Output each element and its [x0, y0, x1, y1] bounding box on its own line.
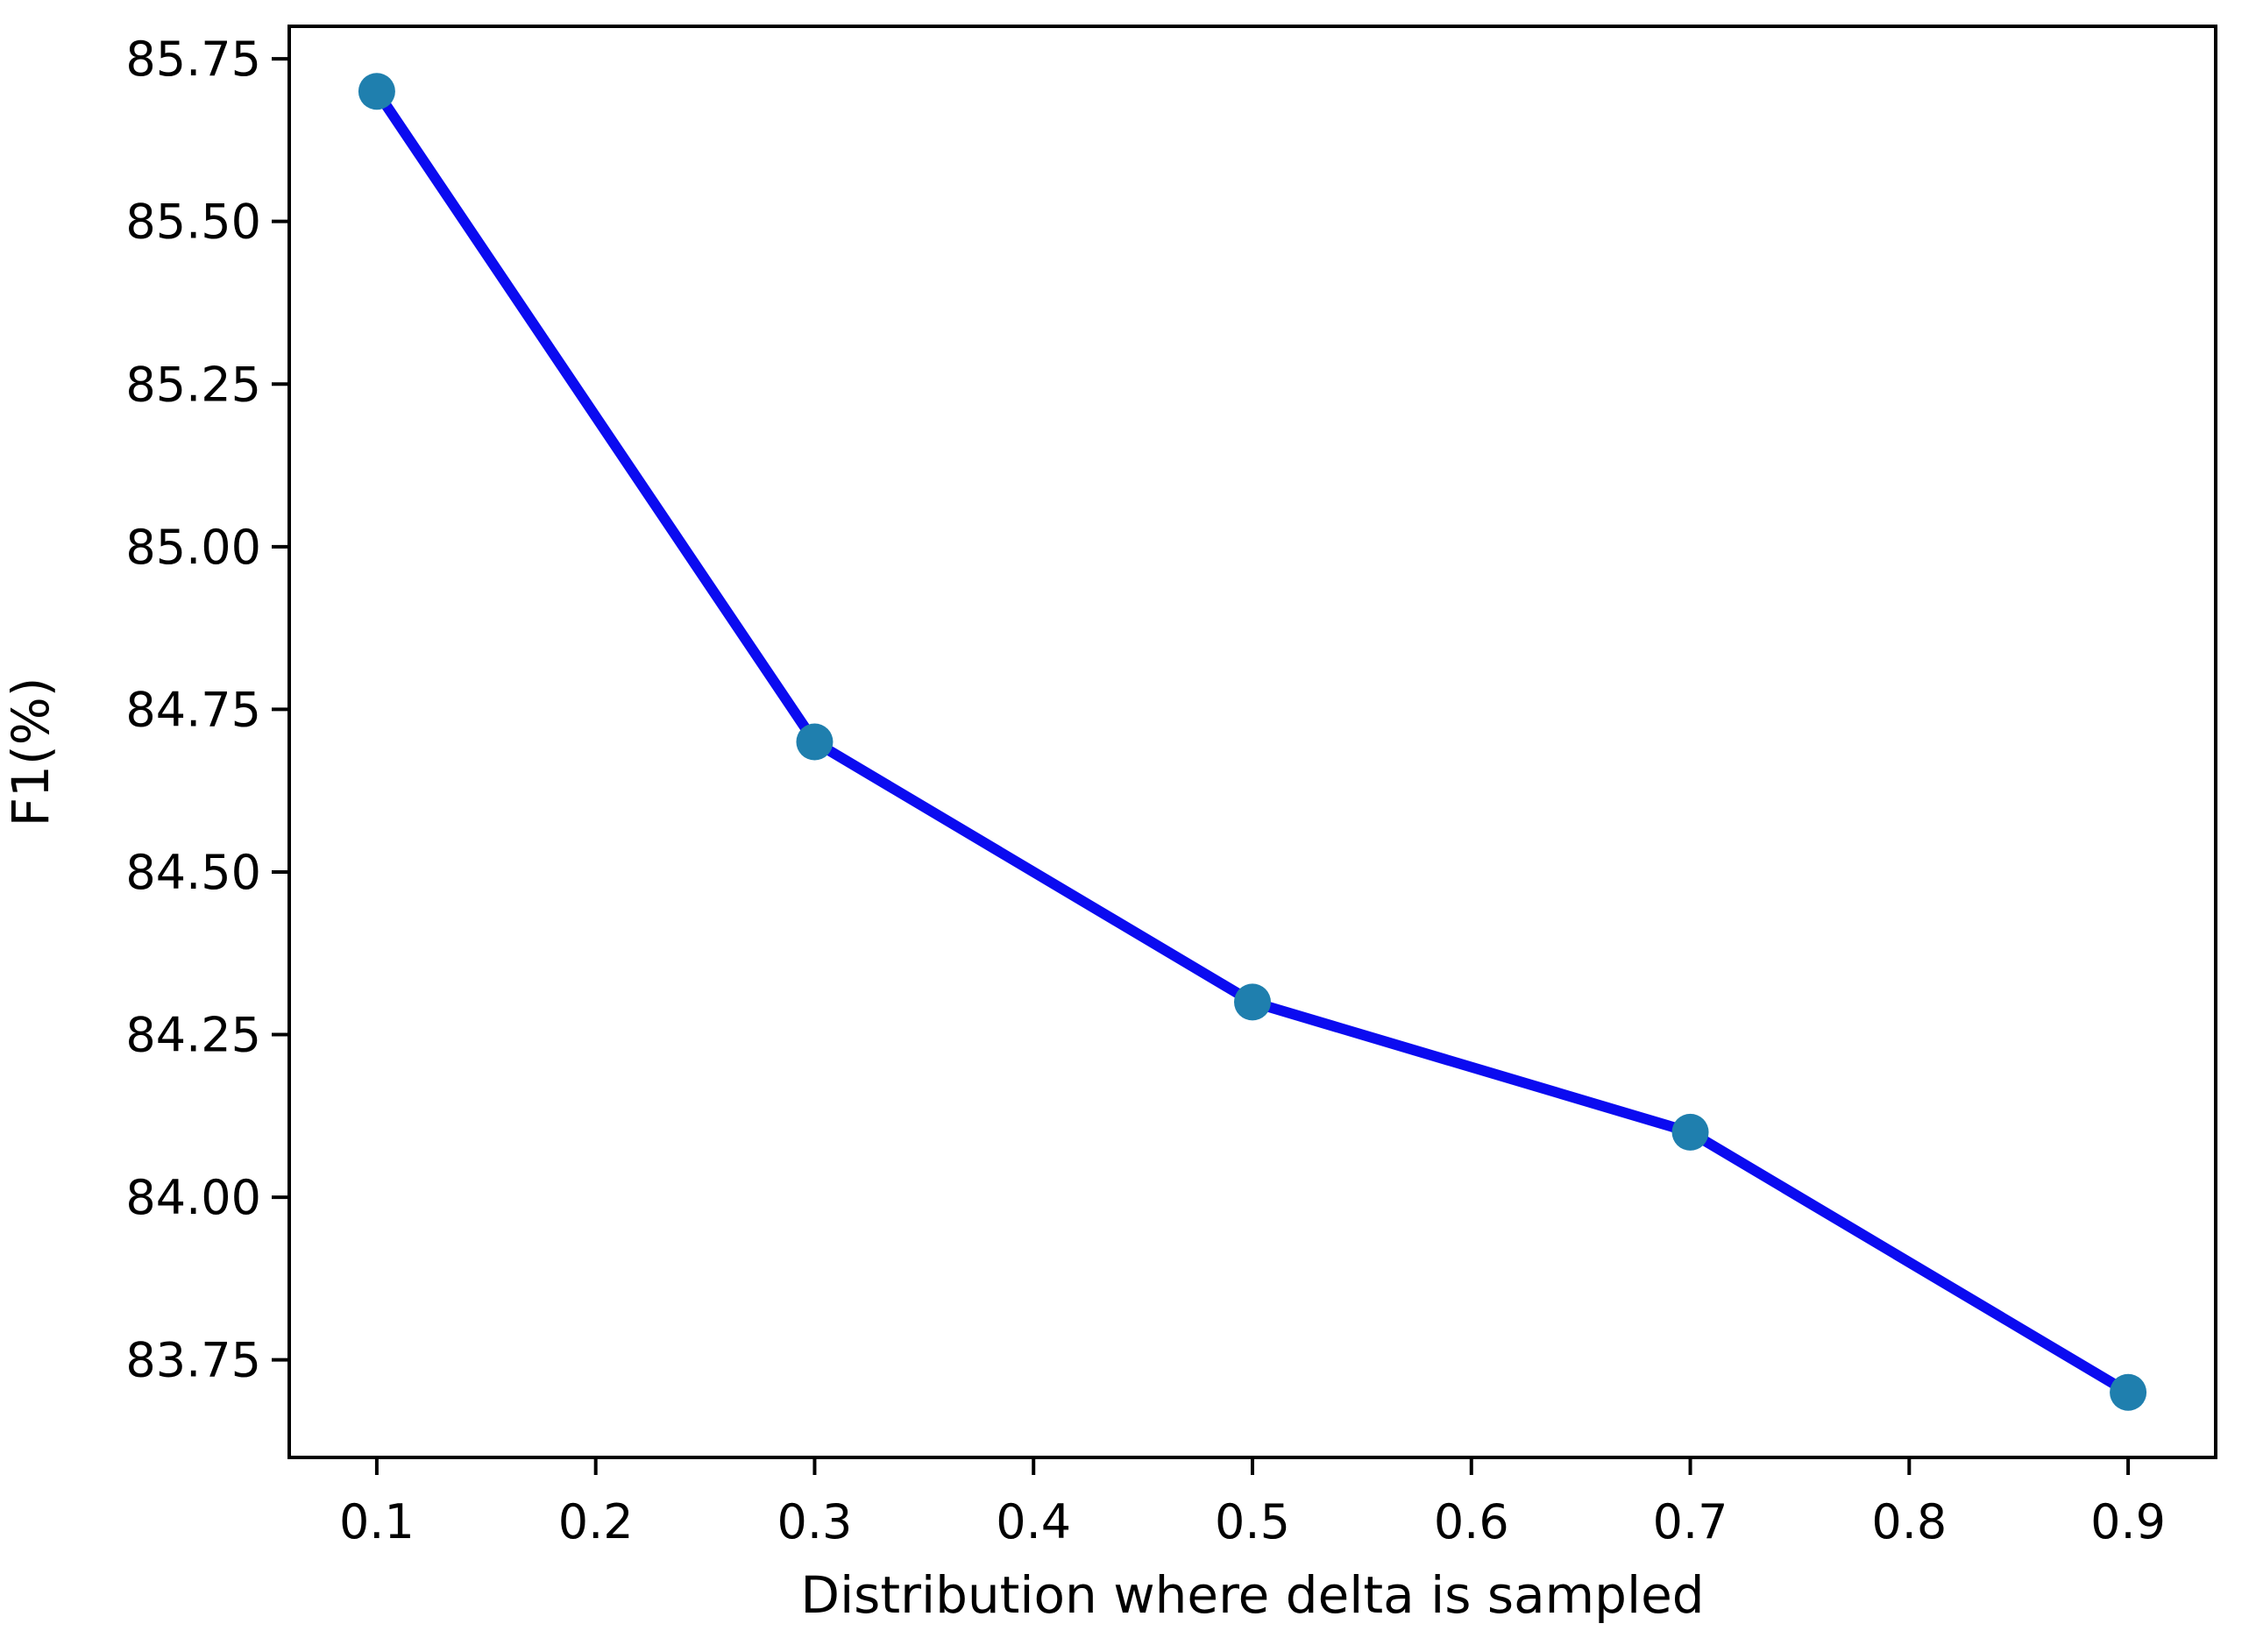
x-tick-label: 0.1 [339, 1494, 415, 1549]
data-point-marker [1234, 983, 1271, 1021]
y-axis-title: F1(%) [1, 677, 60, 827]
y-tick-label: 85.50 [125, 195, 261, 250]
x-tick-label: 0.7 [1653, 1494, 1728, 1549]
y-tick-label: 84.75 [125, 682, 261, 737]
x-tick-label: 0.9 [2090, 1494, 2166, 1549]
y-tick-label: 85.25 [125, 357, 261, 412]
x-tick-label: 0.4 [996, 1494, 1071, 1549]
y-tick-label: 84.25 [125, 1008, 261, 1063]
data-point-marker [358, 73, 395, 110]
data-point-marker [2110, 1373, 2147, 1411]
f1-line-series [371, 86, 2134, 1398]
y-tick-label: 83.75 [125, 1333, 261, 1388]
x-tick-label: 0.3 [777, 1494, 853, 1549]
y-tick-label: 84.00 [125, 1170, 261, 1225]
x-axis-title: Distribution where delta is sampled [800, 1565, 1704, 1625]
plot-border [287, 25, 2217, 1459]
data-point-marker [796, 723, 834, 761]
x-tick-label: 0.8 [1871, 1494, 1947, 1549]
x-tick-label: 0.5 [1215, 1494, 1290, 1549]
x-tick-label: 0.6 [1434, 1494, 1509, 1549]
y-tick-label: 85.75 [125, 32, 261, 87]
y-tick-label: 84.50 [125, 845, 261, 900]
x-tick-label: 0.2 [558, 1494, 634, 1549]
data-point-marker [1671, 1113, 1709, 1151]
y-tick-label: 85.00 [125, 520, 261, 575]
